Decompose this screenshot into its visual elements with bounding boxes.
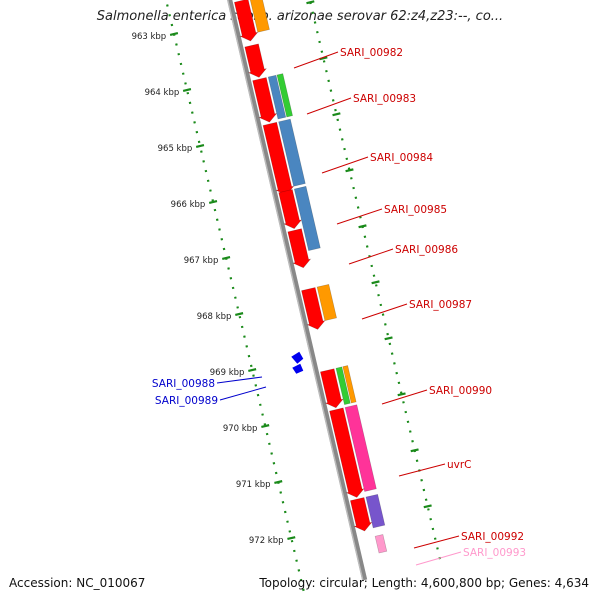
cds-arrow[interactable] <box>350 497 373 532</box>
gene-label-sari_00988[interactable]: SARI_00988 <box>152 378 215 390</box>
tick-mark <box>384 336 393 341</box>
gene-block-orange[interactable] <box>316 283 337 321</box>
tick-mark <box>319 56 328 61</box>
backbone <box>226 0 368 581</box>
tick-label: 967 kbp <box>184 256 219 266</box>
tick-label: 969 kbp <box>210 368 245 378</box>
backbone-highlight <box>226 0 364 581</box>
label-connector <box>321 156 369 174</box>
tick-mark <box>274 480 283 485</box>
gene-block-purple[interactable] <box>365 493 386 529</box>
gene-block-blue[interactable] <box>293 185 321 251</box>
tick-mark <box>195 144 205 148</box>
label-connector <box>336 208 383 225</box>
tick-mark <box>261 424 270 429</box>
gene-label-sari_00982[interactable]: SARI_00982 <box>340 47 403 59</box>
gene-label-sari_00993[interactable]: SARI_00993 <box>463 547 526 559</box>
label-connector <box>398 463 446 477</box>
kbp-ticks: 963 kbp 964 kbp 965 kbp 966 kbp 967 kbp 968 k… <box>132 0 432 546</box>
label-connector <box>361 303 408 320</box>
map-title: Salmonella enterica subsp. arizonae sero… <box>96 9 504 24</box>
label-connector <box>348 248 394 265</box>
gene-block-pink[interactable] <box>374 534 388 554</box>
gene-block-orange[interactable] <box>342 365 357 404</box>
gene-label-uvrc[interactable]: uvrC <box>447 459 472 471</box>
cds-arrow[interactable] <box>329 407 365 498</box>
topology-text: Topology: circular; Length: 4,600,800 bp… <box>259 576 589 590</box>
tick-label: 970 kbp <box>223 424 258 434</box>
tick-mark <box>332 112 341 117</box>
reverse-gene-block[interactable] <box>291 351 304 364</box>
gene-label-sari_00989[interactable]: SARI_00989 <box>155 395 218 407</box>
gene-block-magenta[interactable] <box>344 404 377 492</box>
gene-label-sari_00992[interactable]: SARI_00992 <box>461 531 524 543</box>
tick-label: 968 kbp <box>197 312 232 322</box>
label-connector <box>306 97 352 115</box>
tick-mark <box>235 312 244 317</box>
cds-arrow[interactable] <box>278 189 303 229</box>
tick-mark <box>371 280 380 285</box>
cds-arrow[interactable] <box>234 0 259 42</box>
tick-mark <box>397 392 406 397</box>
label-connector <box>413 535 460 549</box>
tick-mark <box>221 256 231 260</box>
gene-label-sari_00983[interactable]: SARI_00983 <box>353 93 416 105</box>
cds-arrow[interactable] <box>320 368 344 409</box>
tick-label: 971 kbp <box>236 480 271 490</box>
tick-mark <box>248 368 257 373</box>
gene-label-sari_00984[interactable]: SARI_00984 <box>370 152 433 164</box>
reverse-gene-block[interactable] <box>292 363 304 374</box>
label-connector <box>415 551 462 566</box>
gene-label-sari_00985[interactable]: SARI_00985 <box>384 204 447 216</box>
gene-label-sari_00987[interactable]: SARI_00987 <box>409 299 472 311</box>
tick-mark <box>306 0 315 5</box>
tick-mark <box>208 200 218 204</box>
accession-text: Accession: NC_010067 <box>9 576 146 590</box>
tick-label: 965 kbp <box>158 144 193 154</box>
gene-block-green[interactable] <box>276 73 293 118</box>
tick-label: 963 kbp <box>132 32 167 42</box>
sequence-backbone <box>227 0 368 581</box>
cds-arrow[interactable] <box>301 287 326 330</box>
label-connector <box>381 389 428 405</box>
gene-block-blue[interactable] <box>278 118 306 187</box>
label-connector <box>216 376 263 384</box>
tick-mark <box>410 448 419 453</box>
gene-label-sari_00986[interactable]: SARI_00986 <box>395 244 458 256</box>
tick-mark <box>345 168 354 173</box>
label-connector <box>293 51 339 69</box>
tick-label: 966 kbp <box>171 200 206 210</box>
gene-block-orange[interactable] <box>249 0 270 33</box>
tick-mark <box>287 536 296 541</box>
tick-mark <box>169 32 179 36</box>
feature-track[interactable] <box>234 0 388 554</box>
tick-label: 964 kbp <box>145 88 180 98</box>
tick-label: 972 kbp <box>249 536 284 546</box>
gene-label-sari_00990[interactable]: SARI_00990 <box>429 385 492 397</box>
cds-arrow[interactable] <box>244 43 268 78</box>
gene-labels[interactable]: SARI_00982 SARI_00983 SARI_00984 SARI_00985… <box>152 47 526 566</box>
label-connector <box>219 386 267 401</box>
tick-mark <box>358 224 367 229</box>
tick-mark <box>423 504 432 509</box>
cds-arrow[interactable] <box>252 77 278 123</box>
tick-mark <box>182 88 192 92</box>
gene-block-green[interactable] <box>335 366 351 406</box>
cds-arrow[interactable] <box>287 228 312 269</box>
gene-block-blue[interactable] <box>267 74 287 120</box>
